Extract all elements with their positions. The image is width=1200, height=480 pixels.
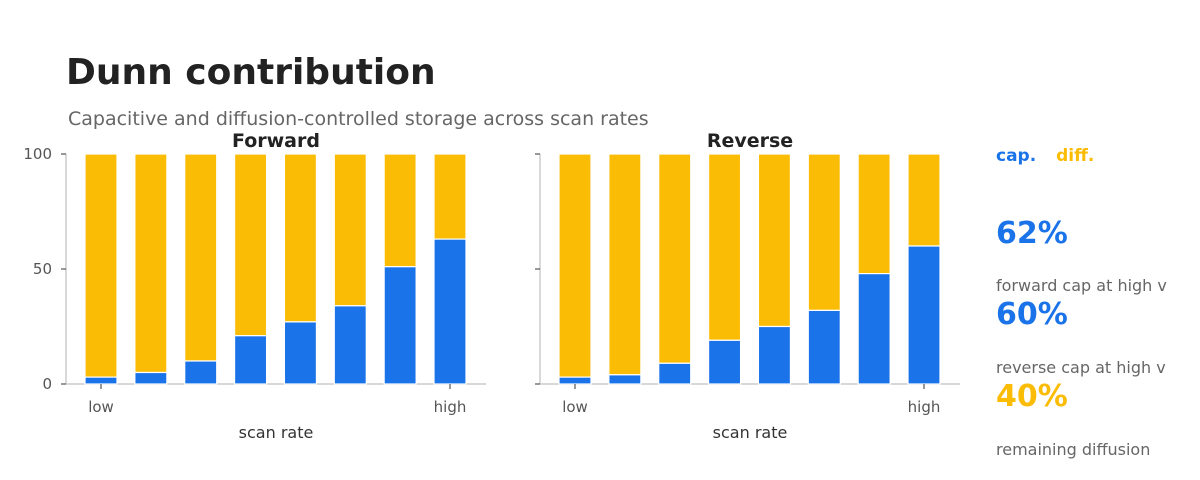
forward-bar-capacitive-5 xyxy=(333,305,367,385)
forward-panel-title: Forward xyxy=(232,130,320,152)
reverse-bar-diffusion-4 xyxy=(757,153,792,328)
forward-bar-diffusion-4 xyxy=(283,153,318,323)
forward-bar-diffusion-1 xyxy=(134,153,168,374)
forward-bar-diffusion-7 xyxy=(433,153,467,240)
stat-diffusion-label: remaining diffusion xyxy=(996,440,1151,459)
reverse-panel-title: Reverse xyxy=(707,130,793,152)
legend: cap. diff. xyxy=(996,146,1108,166)
forward-bar-diffusion-2 xyxy=(184,153,218,362)
reverse-bar-diffusion-5 xyxy=(807,153,841,311)
reverse-bar-diffusion-1 xyxy=(608,153,642,376)
reverse-bar-diffusion-6 xyxy=(857,153,891,275)
forward-x-tick-label-0: low xyxy=(88,398,114,416)
forward-x-tick-label-7: high xyxy=(434,398,467,416)
forward-bar-capacitive-4 xyxy=(283,321,318,385)
stat-reverse-label: reverse cap at high v xyxy=(996,358,1166,377)
reverse-bar-capacitive-0 xyxy=(558,376,592,385)
forward-bar-capacitive-2 xyxy=(184,360,218,385)
reverse-x-tick-label-7: high xyxy=(908,398,941,416)
forward-y-tick-label: 50 xyxy=(33,260,52,278)
forward-bar-diffusion-6 xyxy=(383,153,417,268)
legend-diff: diff. xyxy=(1056,146,1095,166)
reverse-bar-capacitive-5 xyxy=(807,309,841,385)
forward-y-tick-label: 0 xyxy=(42,375,52,393)
forward-bar-capacitive-0 xyxy=(84,376,118,385)
stat-reverse-value: 60% xyxy=(996,297,1068,332)
forward-y-tick-label: 100 xyxy=(23,145,52,163)
reverse-bar-capacitive-4 xyxy=(757,325,792,385)
forward-bar-diffusion-0 xyxy=(84,153,118,378)
forward-bar-capacitive-3 xyxy=(233,335,268,385)
forward-x-axis-title: scan rate xyxy=(239,423,314,442)
stat-forward-value: 62% xyxy=(996,216,1068,251)
reverse-bar-diffusion-2 xyxy=(658,153,692,364)
page-title: Dunn contribution xyxy=(66,52,436,93)
reverse-bar-capacitive-7 xyxy=(907,245,941,385)
reverse-bar-diffusion-3 xyxy=(707,153,742,341)
forward-bar-capacitive-7 xyxy=(433,238,467,385)
charts-canvas: 0 50 100 low high scan rate Forward low high scan… xyxy=(23,130,960,442)
reverse-bar-diffusion-7 xyxy=(907,153,941,247)
reverse-bar-diffusion-0 xyxy=(558,153,592,378)
forward-bar-diffusion-5 xyxy=(333,153,367,307)
reverse-bar-capacitive-6 xyxy=(857,273,891,385)
forward-bar-diffusion-3 xyxy=(233,153,268,337)
forward-bar-capacitive-1 xyxy=(134,371,168,385)
reverse-bar-capacitive-3 xyxy=(707,339,742,385)
reverse-bar-capacitive-1 xyxy=(608,374,642,385)
forward-bar-capacitive-6 xyxy=(383,266,417,385)
stat-forward-label: forward cap at high v xyxy=(996,276,1167,295)
reverse-x-tick-label-0: low xyxy=(562,398,588,416)
reverse-bar-capacitive-2 xyxy=(658,362,692,385)
stat-diffusion-value: 40% xyxy=(996,379,1068,414)
reverse-x-axis-title: scan rate xyxy=(713,423,788,442)
page-subtitle: Capacitive and diffusion-controlled stor… xyxy=(68,108,649,130)
legend-cap: cap. xyxy=(996,146,1037,166)
